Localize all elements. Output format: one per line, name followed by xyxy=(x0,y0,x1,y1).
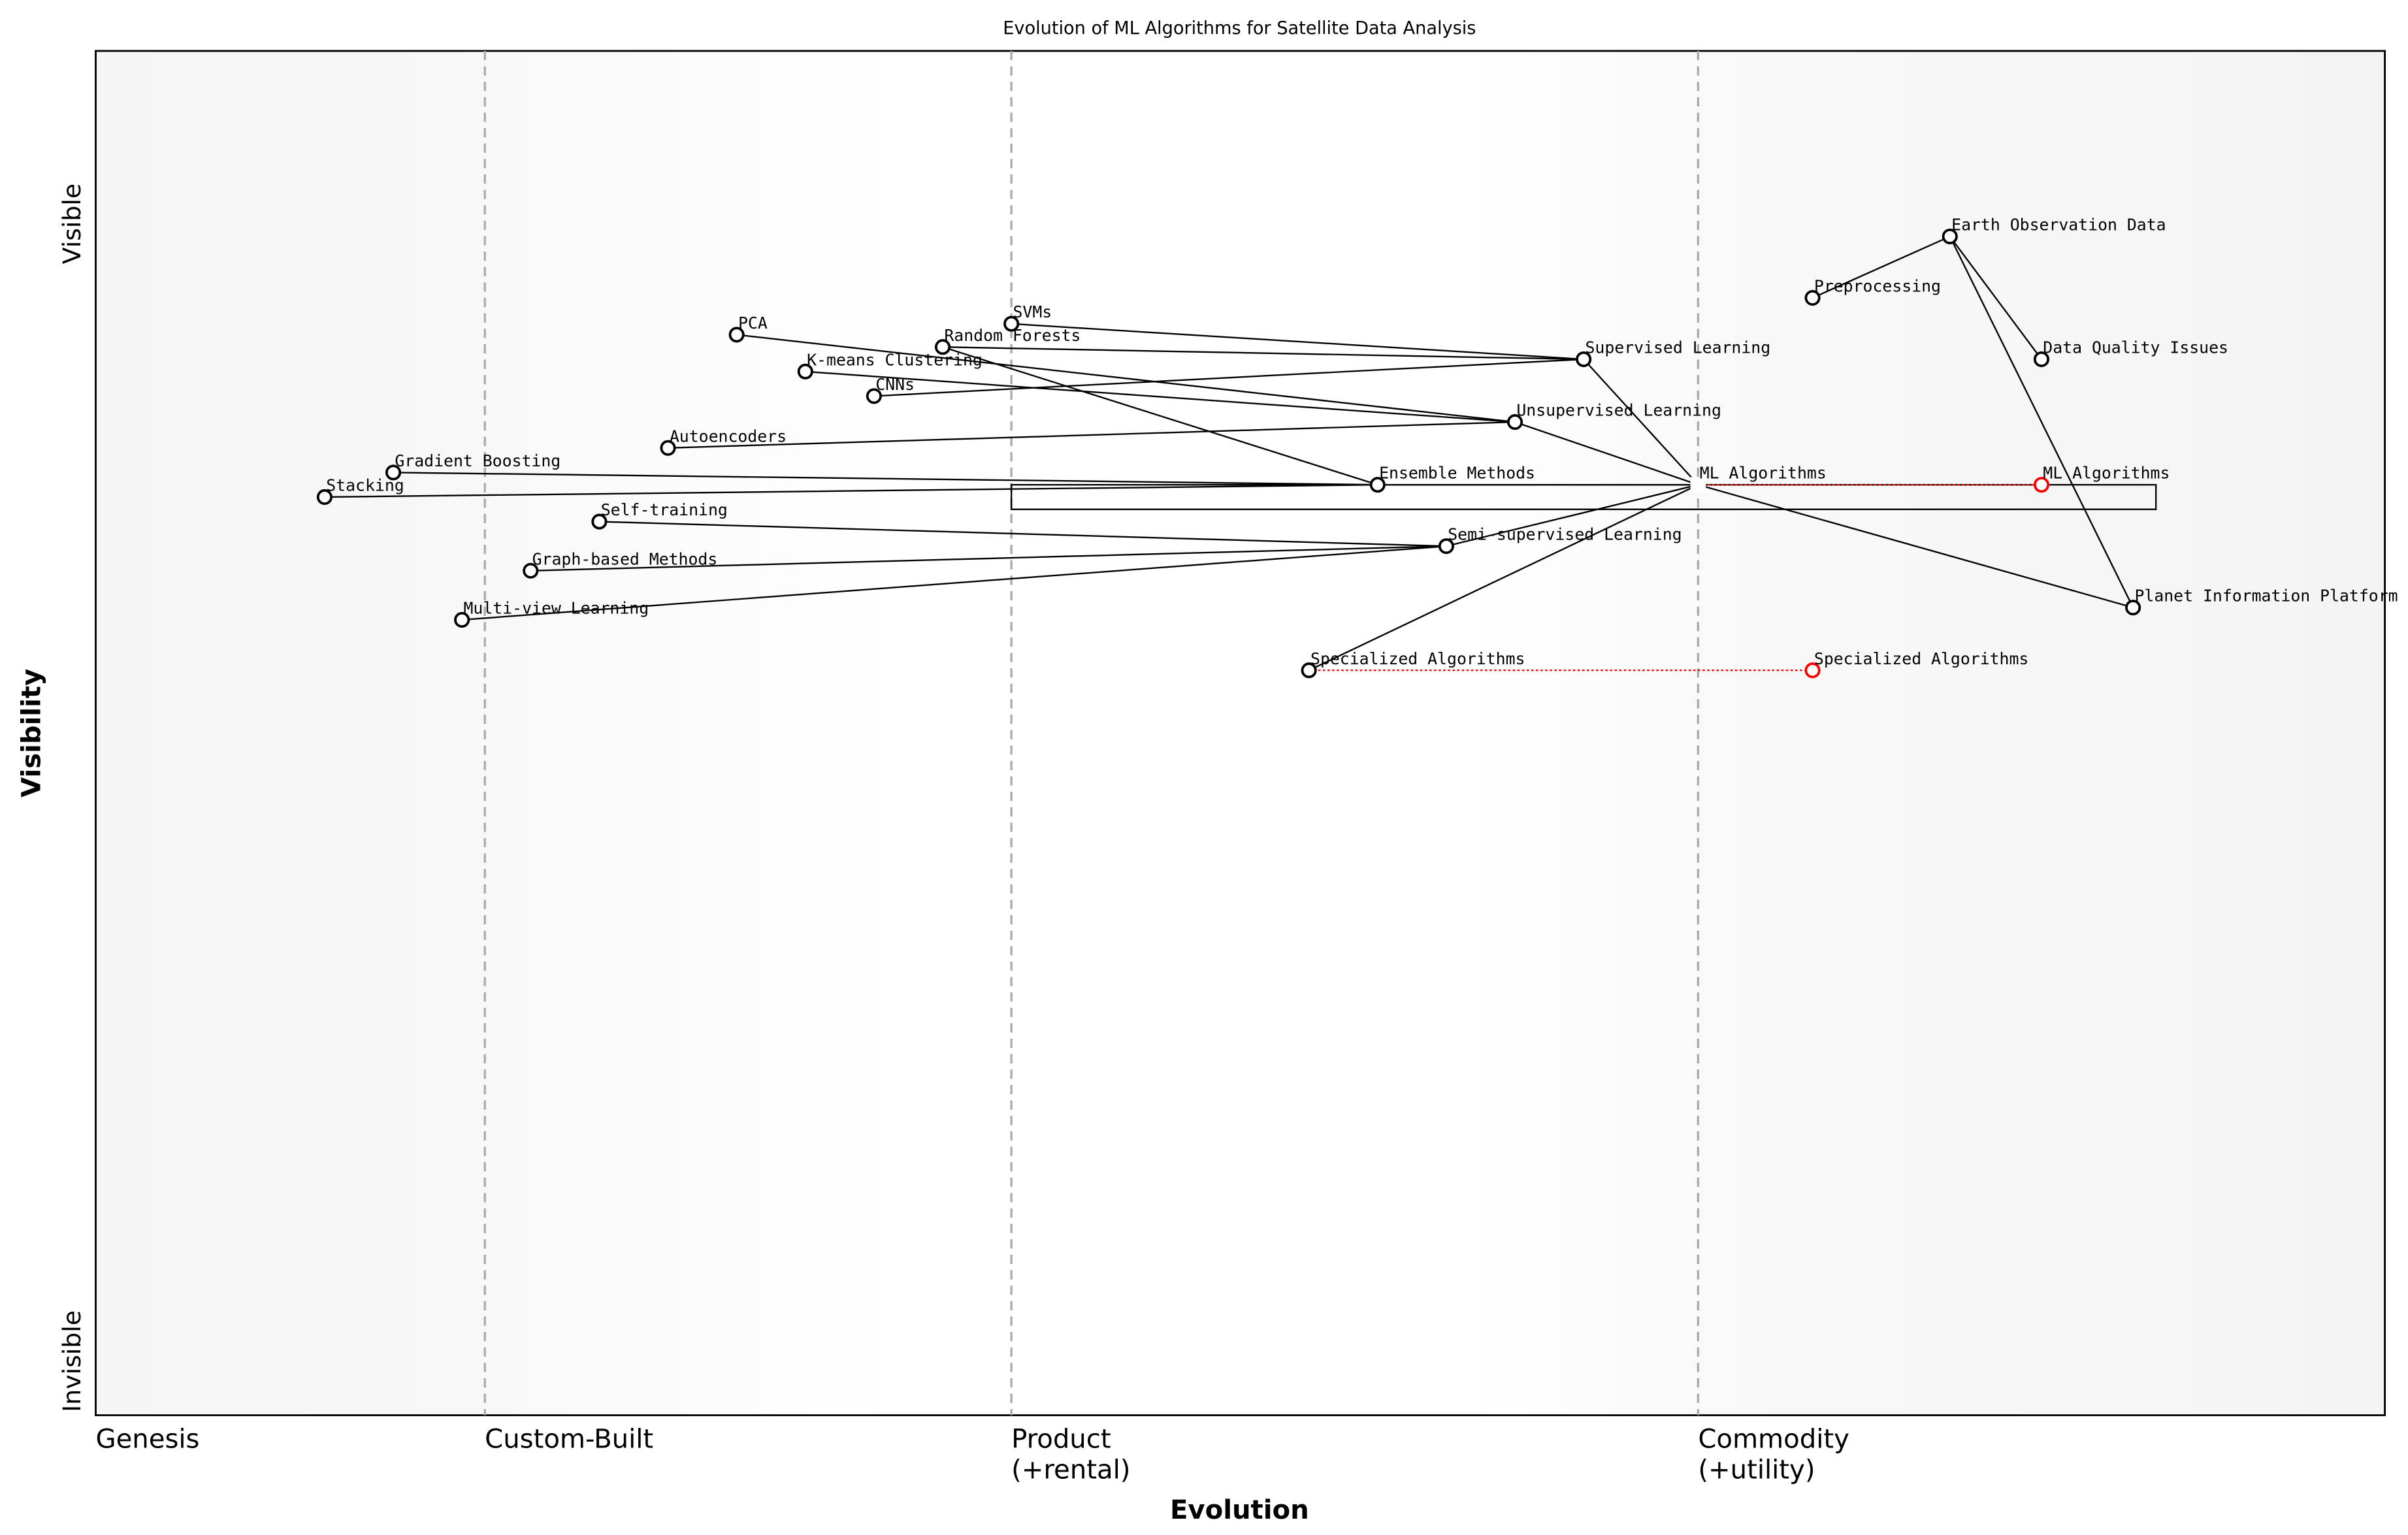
node-marker xyxy=(523,562,539,579)
node-marker xyxy=(1506,414,1523,430)
evolved-node-marker xyxy=(1804,662,1821,679)
evolved-node-marker xyxy=(2033,477,2049,493)
y-bottom-label: Invisible xyxy=(57,1310,86,1412)
edge-rf-sup xyxy=(942,346,1584,361)
edge-mv-semi xyxy=(462,545,1446,621)
node-marker xyxy=(934,339,951,355)
edge-ml-semi xyxy=(1446,484,1699,547)
edge-st-semi xyxy=(599,521,1446,547)
node-marker xyxy=(1438,538,1454,555)
stage-label-line: (+rental) xyxy=(1011,1455,1130,1485)
edge-eod-pre xyxy=(1812,235,1951,299)
edge-ml-pip xyxy=(1698,484,2134,609)
stage-label: Genesis xyxy=(95,1424,199,1454)
node-label: Graph-based Methods xyxy=(532,549,718,568)
stage-label-line: Custom-Built xyxy=(485,1424,653,1454)
node-label: K-means Clustering xyxy=(807,350,983,369)
node-marker xyxy=(385,464,402,481)
node-label: Planet Information Platform xyxy=(2134,587,2398,606)
node-label: Gradient Boosting xyxy=(395,451,561,470)
evolved-node-label: Specialized Algorithms xyxy=(1814,649,2028,668)
edge-eod-dqi xyxy=(1949,236,2042,360)
node-label: Semi-supervised Learning xyxy=(1448,525,1682,544)
stage-label: Product (+rental) xyxy=(1011,1424,1130,1485)
stage-label-line: (+utility) xyxy=(1698,1455,1815,1485)
evolved-node-label: ML Algorithms xyxy=(2043,464,2170,483)
y-top-label: Visible xyxy=(57,184,86,264)
stage-label: Custom-Built xyxy=(485,1424,653,1454)
node-marker xyxy=(2125,600,2141,616)
node-marker xyxy=(316,489,333,506)
node-marker xyxy=(1301,662,1317,679)
node-label: Stacking xyxy=(326,476,404,495)
edge-ae-uns xyxy=(668,421,1516,449)
edge-rf-ens xyxy=(942,346,1378,486)
edge-ml-uns xyxy=(1514,421,1699,486)
edge-gbm-semi xyxy=(530,545,1446,572)
edge-svm-sup xyxy=(1011,323,1584,361)
node-label: Supervised Learning xyxy=(1585,338,1770,357)
node-label: Unsupervised Learning xyxy=(1516,401,1721,420)
node-marker xyxy=(1576,351,1592,368)
edge-km-uns xyxy=(805,370,1516,423)
edge-eod-pip xyxy=(1949,236,2134,608)
node-label: Specialized Algorithms xyxy=(1310,649,1525,668)
y-axis-label: Visibility xyxy=(16,669,46,798)
edge-cnn-sup xyxy=(873,358,1584,397)
edge-stk-ens xyxy=(324,483,1378,498)
node-marker xyxy=(1804,289,1821,306)
edge-ml-spec xyxy=(1309,484,1699,671)
node-label: ML Algorithms xyxy=(1700,464,1827,483)
stage-label-line: Genesis xyxy=(95,1424,199,1454)
node-marker xyxy=(1369,477,1386,493)
chart-title: Evolution of ML Algorithms for Satellite… xyxy=(1003,18,1476,39)
node-marker xyxy=(2033,351,2049,368)
node-marker xyxy=(1003,315,1020,332)
anchor-marker xyxy=(1690,477,1706,493)
x-axis-label: Evolution xyxy=(1170,1495,1309,1525)
node-label: Multi-view Learning xyxy=(464,598,649,617)
node-label: Ensemble Methods xyxy=(1379,464,1535,483)
node-label: Self-training xyxy=(601,500,728,519)
edge-pca-uns xyxy=(736,334,1516,423)
plot-area xyxy=(95,50,2386,1417)
node-marker xyxy=(660,440,676,456)
node-marker xyxy=(591,513,608,530)
node-label: SVMs xyxy=(1013,302,1052,321)
node-label: CNNs xyxy=(875,375,915,394)
node-marker xyxy=(797,363,813,380)
edge-ml-sup xyxy=(1583,359,1699,485)
node-label: Autoencoders xyxy=(670,427,787,445)
node-marker xyxy=(866,388,882,404)
node-label: Random Forests xyxy=(944,326,1081,345)
stage-label-line: Product xyxy=(1011,1424,1111,1454)
node-label: Data Quality Issues xyxy=(2043,338,2228,357)
stage-label: Commodity (+utility) xyxy=(1698,1424,1849,1485)
node-marker xyxy=(1942,228,1958,245)
node-label: Earth Observation Data xyxy=(1951,216,2166,234)
stage-label-line: Commodity xyxy=(1698,1424,1849,1454)
node-label: PCA xyxy=(738,314,768,332)
edge-gb-ens xyxy=(393,472,1378,486)
node-marker xyxy=(454,611,470,628)
node-label: Preprocessing xyxy=(1814,277,1941,296)
node-marker xyxy=(728,327,745,343)
